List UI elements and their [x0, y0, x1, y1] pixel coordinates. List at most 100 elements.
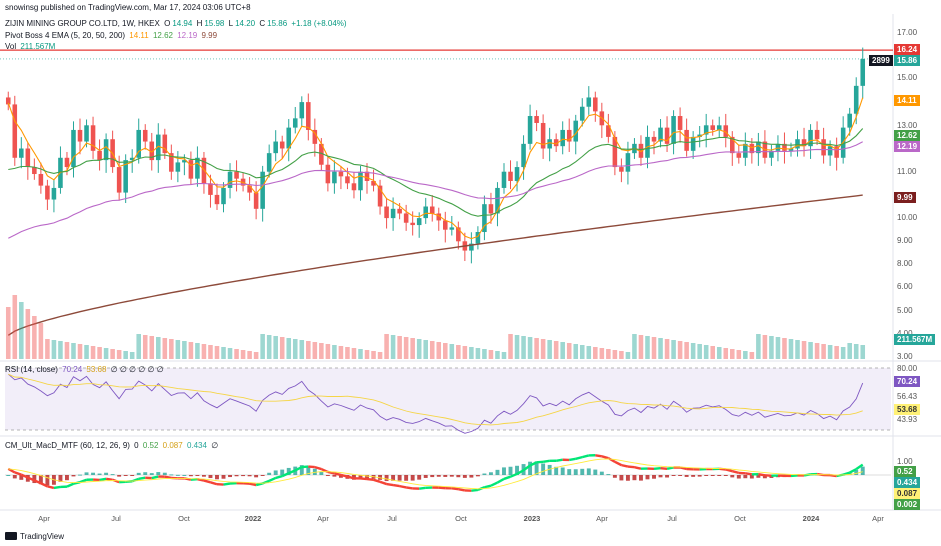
macd-line-segment: [522, 464, 531, 472]
volume-bar: [123, 351, 128, 359]
macd-line-segment: [392, 483, 400, 488]
candle-body: [325, 164, 331, 184]
macd-line-segment: [536, 460, 544, 464]
x-tick: Apr: [38, 514, 50, 523]
macd-histogram-bar: [130, 475, 135, 476]
volume-bar: [612, 350, 618, 359]
macd-histogram-bar: [410, 475, 415, 481]
volume-bar: [416, 339, 422, 359]
volume-bar: [762, 335, 768, 359]
macd-line-segment: [386, 482, 394, 487]
macd-histogram-bar: [554, 466, 559, 475]
macd-line-segment: [790, 474, 798, 478]
candle-body: [214, 194, 220, 205]
tradingview-logo[interactable]: TradingView: [5, 532, 64, 541]
volume-bar: [482, 349, 487, 359]
macd-line-segment: [275, 474, 283, 480]
volume-bar: [292, 339, 298, 359]
macd-line-segment: [197, 478, 205, 482]
macd-histogram-bar: [515, 465, 519, 475]
candle-body: [279, 141, 285, 149]
candle-body: [364, 171, 370, 181]
macd-badge-2: 0.434: [894, 477, 921, 488]
rsi-tick: 43.93: [897, 415, 918, 424]
macd-histogram-bar: [267, 472, 272, 475]
candle-body: [658, 127, 663, 142]
candle-body: [227, 171, 233, 188]
macd-line-segment: [223, 482, 231, 486]
x-tick: Jul: [111, 514, 121, 523]
macd-line-segment: [347, 475, 355, 480]
volume-bar: [142, 335, 148, 359]
macd-line-segment: [14, 471, 22, 476]
price-tick: 13.00: [897, 121, 918, 130]
candle-body: [97, 150, 102, 161]
macd-histogram-bar: [502, 467, 506, 475]
candle-body: [129, 157, 135, 161]
macd-histogram-bar: [430, 475, 435, 478]
macd-line-segment: [745, 472, 753, 476]
rsi-ma-badge: 53.68: [894, 404, 921, 415]
macd-histogram-bar: [397, 475, 402, 481]
macd-histogram-bar: [280, 469, 285, 475]
price-tick: 4.00: [897, 329, 913, 338]
candle-body: [612, 136, 618, 168]
candle-body: [703, 125, 709, 135]
high-value: 15.98: [204, 19, 225, 28]
candle-body: [319, 143, 324, 165]
macd-line-segment: [281, 472, 290, 478]
macd-histogram-bar: [221, 475, 226, 479]
x-tick: Jul: [667, 514, 677, 523]
macd-line-segment: [203, 479, 211, 484]
macd-histogram-bar: [762, 475, 767, 479]
volume-bar: [651, 337, 657, 359]
candle-body: [723, 125, 729, 137]
volume-bar: [534, 338, 539, 359]
candle-body: [175, 162, 181, 172]
macd-line-segment: [405, 486, 413, 490]
macd-histogram-bar: [6, 475, 11, 476]
volume-bar: [593, 347, 598, 359]
volume-bar: [286, 338, 292, 359]
macd-histogram-bar: [325, 475, 330, 476]
macd-histogram-bar: [162, 472, 167, 475]
macd-histogram-bar: [136, 472, 141, 475]
macd-histogram-bar: [417, 475, 422, 480]
vol-legend-name: Vol: [5, 42, 17, 51]
macd-histogram-bar: [384, 475, 389, 482]
candle-body: [769, 150, 774, 158]
macd-histogram-bar: [78, 474, 82, 476]
macd-histogram-bar: [743, 475, 748, 479]
macd-histogram-bar: [182, 474, 187, 476]
price-tick: 17.00: [897, 28, 918, 37]
rsi-ma-line: [8, 373, 863, 426]
macd-histogram-bar: [586, 468, 591, 475]
macd-histogram-bar: [684, 475, 689, 477]
ema200-badge: 9.99: [894, 192, 916, 203]
macd-legend: CM_Ult_MacD_MTF (60, 12, 26, 9) 0 0.52 0…: [5, 441, 220, 450]
macd-line-segment: [855, 463, 864, 471]
macd-line-segment: [725, 468, 733, 473]
candle-body: [475, 232, 481, 244]
macd-line-segment: [510, 472, 518, 478]
macd-histogram-bar: [736, 475, 741, 479]
candle-body: [397, 208, 402, 214]
volume-bar: [840, 347, 846, 359]
close-label: C: [259, 19, 266, 28]
macd-histogram-bar: [84, 472, 89, 475]
candle-body: [495, 187, 500, 214]
volume-bar: [423, 340, 428, 359]
macd-histogram-bar: [208, 475, 213, 479]
macd-line-segment: [634, 466, 642, 470]
macd-histogram-bar: [195, 475, 200, 476]
macd-line-segment: [105, 477, 113, 481]
ema50-badge: 12.19: [894, 141, 921, 152]
macd-histogram-bar: [19, 475, 24, 480]
macd-line-segment: [40, 482, 48, 488]
macd-histogram-bar: [671, 475, 676, 476]
change-value: +1.18 (+8.04%): [291, 19, 347, 28]
x-tick: Oct: [455, 514, 467, 523]
candle-body: [32, 167, 37, 175]
rsi-legend: RSI (14, close) 70.24 53.68 ∅ ∅ ∅ ∅ ∅ ∅: [5, 365, 166, 374]
volume-bar: [384, 334, 389, 359]
